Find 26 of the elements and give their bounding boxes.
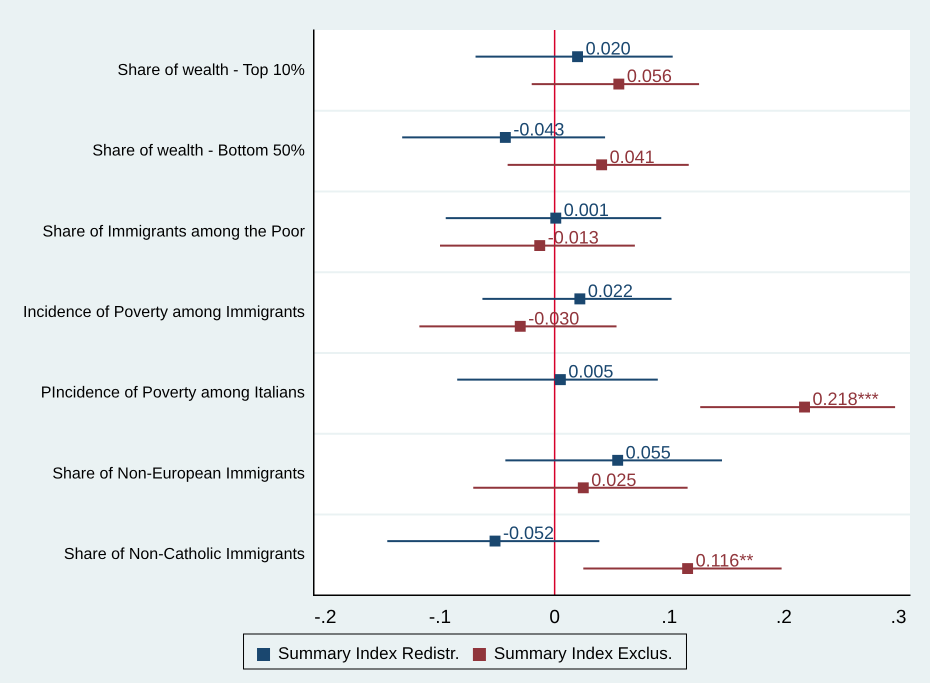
y-tick-label: Share of wealth - Top 10% (118, 62, 305, 79)
data-label: 0.055 (626, 442, 671, 462)
data-label: 0.022 (588, 280, 633, 301)
y-tick-label: Share of Immigrants among the Poor (42, 223, 306, 240)
x-tick-label: .3 (890, 606, 906, 628)
legend-label: Summary Index Redistr. (278, 644, 460, 664)
x-tick-label: 0 (549, 606, 560, 628)
x-tick-label: -.1 (428, 606, 452, 628)
data-label: 0.056 (626, 66, 672, 86)
y-tick-label: Share of wealth - Bottom 50% (92, 142, 305, 160)
x-tick-label: -.2 (314, 606, 336, 628)
data-label: 0.041 (610, 146, 655, 167)
y-tick-label: Share of Non-European Immigrants (52, 465, 305, 482)
data-label: 0.218*** (812, 389, 879, 410)
data-label: 0.116** (696, 550, 754, 571)
data-label: 0.001 (564, 200, 609, 220)
x-tick-label: .2 (776, 606, 792, 628)
data-label: -0.052 (503, 523, 554, 544)
data-label: 0.020 (586, 38, 631, 59)
data-label: 0.005 (568, 362, 614, 382)
x-tick-label: .1 (661, 606, 678, 628)
y-tick-label: Share of Non-Catholic Immigrants (64, 546, 305, 564)
y-tick-label: PIncidence of Poverty among Italians (40, 384, 305, 402)
data-label: 0.025 (591, 470, 636, 490)
y-tick-label: Incidence of Poverty among Immigrants (23, 304, 305, 322)
legend-label: Summary Index Exclus. (494, 644, 672, 664)
